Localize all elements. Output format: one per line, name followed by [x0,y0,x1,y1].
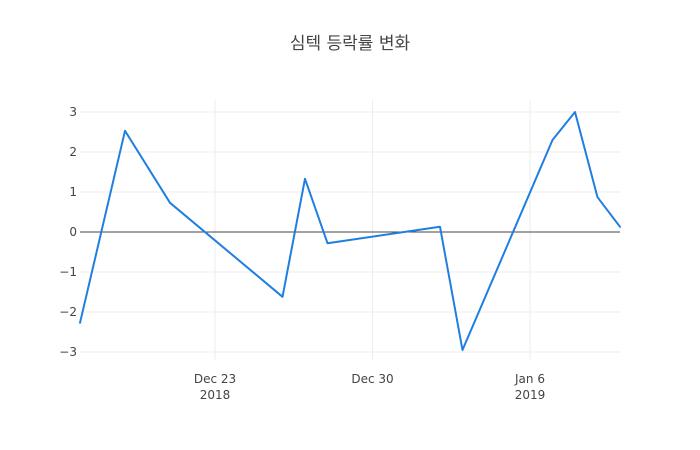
x-axis-tick-labels: Dec 23 2018 Dec 30 Jan 6 2019 [194,372,545,402]
y-tick-label: −2 [59,305,77,319]
grid-layer [80,100,620,360]
y-tick-label: −1 [59,265,77,279]
x-tick-label: Dec 23 [194,372,236,386]
x-tick-year-label: 2019 [515,388,546,402]
x-tick-year-label: 2018 [200,388,231,402]
y-tick-label: 1 [69,185,77,199]
x-tick-label: Dec 30 [351,372,393,386]
y-tick-label: 2 [69,145,77,159]
y-tick-label: 0 [69,225,77,239]
x-tick-label: Jan 6 [514,372,545,386]
y-axis-tick-labels: 3 2 1 0 −1 −2 −3 [59,105,77,359]
y-tick-label: −3 [59,345,77,359]
series-layer [79,111,621,351]
series-line [79,111,621,351]
chart-title: 심텍 등락률 변화 [290,34,411,54]
y-tick-label: 3 [69,105,77,119]
